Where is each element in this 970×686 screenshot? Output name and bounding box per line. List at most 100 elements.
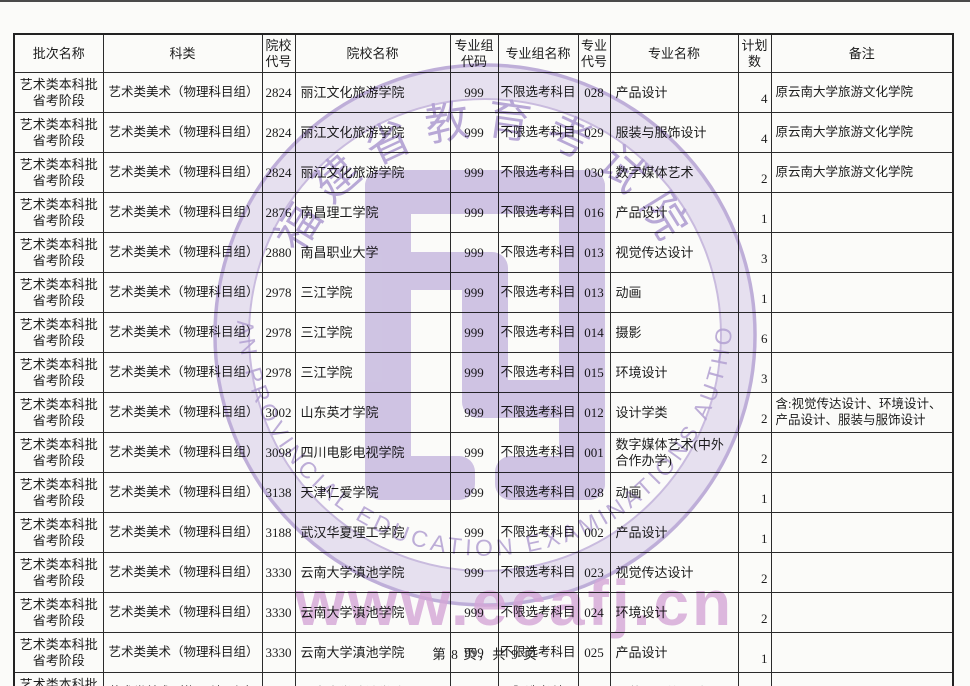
cell-major_code: 014 (577, 312, 611, 353)
cell-major_code: 030 (577, 152, 611, 193)
cell-group_name: 不限选考科目 (497, 472, 579, 513)
cell-category: 艺术类美术（物理科目组） (102, 112, 263, 153)
cell-major_name: 产品设计 (609, 192, 739, 233)
cell-school_name: 天津仁爱学院 (294, 472, 451, 513)
cell-plan: 4 (737, 112, 772, 153)
cell-plan: 1 (737, 272, 772, 313)
cell-school_code: 3330 (261, 552, 296, 593)
cell-batch: 艺术类本科批省考阶段 (13, 232, 104, 273)
cell-remark: 原云南大学旅游文化学院 (770, 152, 954, 193)
cell-remark (770, 232, 954, 273)
scan-artifact-line (0, 0, 970, 2)
cell-school_name: 三江学院 (294, 272, 451, 313)
cell-group_code: 999 (449, 472, 499, 513)
cell-batch: 艺术类本科批省考阶段 (13, 392, 104, 433)
cell-batch: 艺术类本科批省考阶段 (13, 112, 104, 153)
table-row: 艺术类本科批省考阶段 艺术类美术（物理科目组） 2824 丽江文化旅游学院 999 不限选… (13, 72, 954, 113)
cell-school_name: 南昌理工学院 (294, 192, 451, 233)
cell-school_code: 2824 (261, 152, 296, 193)
cell-school_name: 丽江文化旅游学院 (294, 72, 451, 113)
cell-group_name: 不限选考科目 (497, 112, 579, 153)
cell-plan: 2 (737, 552, 772, 593)
cell-category: 艺术类美术（物理科目组） (102, 352, 263, 393)
cell-school_name: 南昌职业大学 (294, 232, 451, 273)
cell-category: 艺术类美术（物理科目组） (102, 432, 263, 473)
cell-remark: 原云南大学旅游文化学院 (770, 112, 954, 153)
cell-plan: 6 (737, 312, 772, 353)
cell-school_code: 3330 (261, 632, 296, 673)
table-row: 艺术类本科批省考阶段 艺术类美术（物理科目组） 3188 武汉华夏理工学院 999 不限选… (13, 512, 954, 553)
cell-major_name: 服装与服饰设计 (609, 112, 739, 153)
cell-major_code: 029 (577, 112, 611, 153)
cell-remark (770, 592, 954, 633)
cell-plan: 1 (737, 512, 772, 553)
cell-major_code: 025 (577, 632, 611, 673)
cell-category: 艺术类美术（物理科目组） (102, 232, 263, 273)
cell-major_code: 002 (577, 512, 611, 553)
column-header-group_code: 专业组代码 (449, 33, 499, 73)
cell-category: 艺术类美术（物理科目组） (102, 392, 263, 433)
page-number-footer: 第 8 页，共 9 页 (432, 647, 538, 662)
cell-major_name: 数字媒体艺术 (609, 152, 739, 193)
table-row: 艺术类本科批省考阶段 艺术类美术（物理科目组） 2978 三江学院 999 不限选考科目 0… (13, 352, 954, 393)
cell-plan: 2 (737, 592, 772, 633)
cell-major_name: 环境设计 (609, 592, 739, 633)
admission-plan-table: 批次名称 科类 院校代号 院校名称 专业组代码 专业组名称 专业代号 专业名称 计划数 备注 艺术… (13, 33, 954, 686)
cell-remark (770, 272, 954, 313)
column-header-remark: 备注 (770, 33, 954, 73)
cell-batch: 艺术类本科批省考阶段 (13, 672, 104, 686)
cell-major_code: 012 (577, 392, 611, 433)
cell-major_code: 013 (577, 232, 611, 273)
cell-major_name: 产品设计 (609, 72, 739, 113)
cell-remark (770, 352, 954, 393)
cell-group_code: 999 (449, 272, 499, 313)
cell-major_code: 023 (577, 552, 611, 593)
column-header-school_code: 院校代号 (261, 33, 296, 73)
cell-remark: 含:视觉传达设计、环境设计、产品设计、服装与服饰设计 (770, 392, 954, 433)
cell-school_name: 云南大学滇池学院 (294, 672, 451, 686)
cell-category: 艺术类美术（物理科目组） (102, 672, 263, 686)
cell-batch: 艺术类本科批省考阶段 (13, 272, 104, 313)
cell-school_code: 2824 (261, 72, 296, 113)
cell-school_name: 丽江文化旅游学院 (294, 112, 451, 153)
cell-category: 艺术类美术（物理科目组） (102, 272, 263, 313)
cell-major_code: 013 (577, 272, 611, 313)
column-header-school_name: 院校名称 (294, 33, 451, 73)
table-header-row: 批次名称 科类 院校代号 院校名称 专业组代码 专业组名称 专业代号 专业名称 计划数 备注 (13, 33, 954, 73)
cell-remark (770, 472, 954, 513)
table-row: 艺术类本科批省考阶段 艺术类美术（物理科目组） 2824 丽江文化旅游学院 999 不限选… (13, 152, 954, 193)
cell-major_code: 026 (577, 672, 611, 686)
cell-group_name: 不限选考科目 (497, 72, 579, 113)
column-header-major_code: 专业代号 (577, 33, 611, 73)
cell-batch: 艺术类本科批省考阶段 (13, 352, 104, 393)
cell-school_name: 三江学院 (294, 312, 451, 353)
cell-batch: 艺术类本科批省考阶段 (13, 432, 104, 473)
cell-group_code: 999 (449, 152, 499, 193)
cell-group_name: 不限选考科目 (497, 672, 579, 686)
cell-plan: 1 (737, 192, 772, 233)
table-row: 艺术类本科批省考阶段 艺术类美术（物理科目组） 2824 丽江文化旅游学院 999 不限选… (13, 112, 954, 153)
cell-group_code: 999 (449, 72, 499, 113)
cell-school_code: 3330 (261, 672, 296, 686)
cell-remark (770, 632, 954, 673)
cell-school_code: 2978 (261, 352, 296, 393)
cell-group_code: 999 (449, 672, 499, 686)
cell-school_code: 2880 (261, 232, 296, 273)
table-row: 艺术类本科批省考阶段 艺术类美术（物理科目组） 3098 四川电影电视学院 999 不限选… (13, 432, 954, 473)
cell-plan: 3 (737, 232, 772, 273)
cell-school_code: 3002 (261, 392, 296, 433)
cell-remark (770, 552, 954, 593)
cell-category: 艺术类美术（物理科目组） (102, 472, 263, 513)
cell-school_code: 3138 (261, 472, 296, 513)
cell-major_name: 摄影 (609, 312, 739, 353)
table-header: 批次名称 科类 院校代号 院校名称 专业组代码 专业组名称 专业代号 专业名称 计划数 备注 (13, 33, 954, 73)
cell-plan: 4 (737, 72, 772, 113)
cell-school_name: 武汉华夏理工学院 (294, 512, 451, 553)
cell-batch: 艺术类本科批省考阶段 (13, 552, 104, 593)
cell-major_name: 设计学类 (609, 392, 739, 433)
cell-plan: 3 (737, 352, 772, 393)
cell-major_code: 001 (577, 432, 611, 473)
